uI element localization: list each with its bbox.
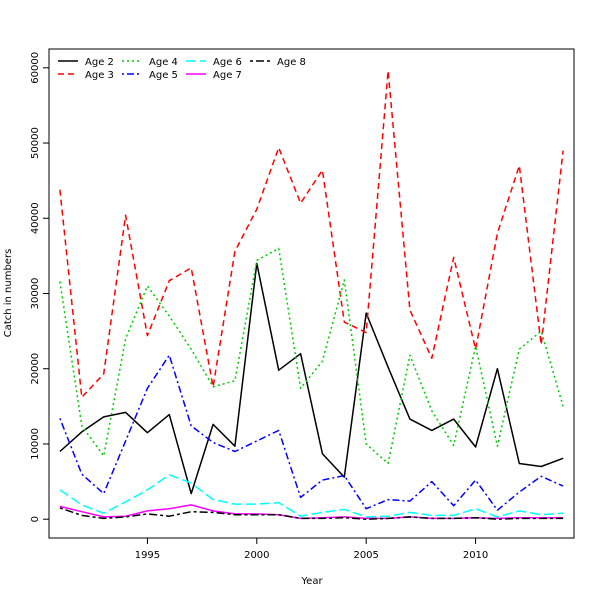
- series-line-age-6: [59, 474, 564, 518]
- y-tick-label: 50000: [30, 127, 41, 159]
- plot-frame: [48, 48, 575, 539]
- y-tick-label: 40000: [30, 202, 41, 234]
- series-layer: [59, 70, 564, 520]
- legend-label: Age 6: [213, 57, 242, 68]
- y-tick-label: 0: [30, 516, 41, 522]
- y-tick-label: 30000: [30, 278, 41, 310]
- legend-label: Age 2: [85, 57, 114, 68]
- series-line-age-3: [59, 70, 564, 399]
- series-line-age-4: [59, 247, 564, 465]
- x-tick-label: 2010: [463, 550, 488, 561]
- legend-label: Age 4: [149, 57, 178, 68]
- series-line-age-8: [59, 507, 564, 520]
- legend-label: Age 8: [277, 57, 306, 68]
- x-tick-label: 2005: [353, 550, 378, 561]
- legend: Age 2 Age 3 Age 4 Age 5 Age 6 Age 7 Age 8: [58, 57, 306, 81]
- y-tick-label: 20000: [30, 353, 41, 385]
- series-line-age-2: [59, 262, 564, 495]
- y-tick-label: 10000: [30, 428, 41, 460]
- series-line-age-5: [59, 354, 564, 511]
- legend-label: Age 5: [149, 70, 178, 81]
- series-line-age-7: [59, 504, 564, 520]
- y-axis-title: Catch in numbers: [3, 249, 14, 338]
- x-tick-label: 1995: [135, 550, 160, 561]
- x-tick-label: 2000: [244, 550, 269, 561]
- legend-label: Age 3: [85, 70, 114, 81]
- axes: 1995 2000 2005 2010 0 10000 20000 30000 40000 500…: [30, 52, 488, 561]
- legend-label: Age 7: [213, 70, 242, 81]
- x-axis-title: Year: [300, 576, 323, 587]
- y-tick-label: 60000: [30, 52, 41, 84]
